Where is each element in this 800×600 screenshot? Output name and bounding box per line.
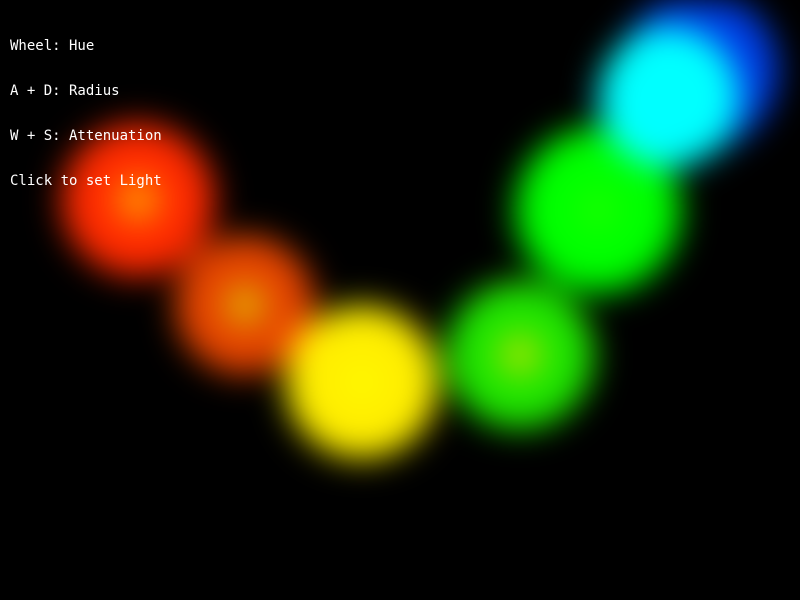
hud-line-hue: Wheel: Hue bbox=[10, 38, 95, 54]
hud-line-radius: A + D: Radius bbox=[10, 83, 120, 99]
hud-line-click: Click to set Light bbox=[10, 173, 162, 189]
controls-hud: Wheel: Hue A + D: Radius W + S: Attenuat… bbox=[10, 9, 162, 219]
hud-line-attenuation: W + S: Attenuation bbox=[10, 128, 162, 144]
